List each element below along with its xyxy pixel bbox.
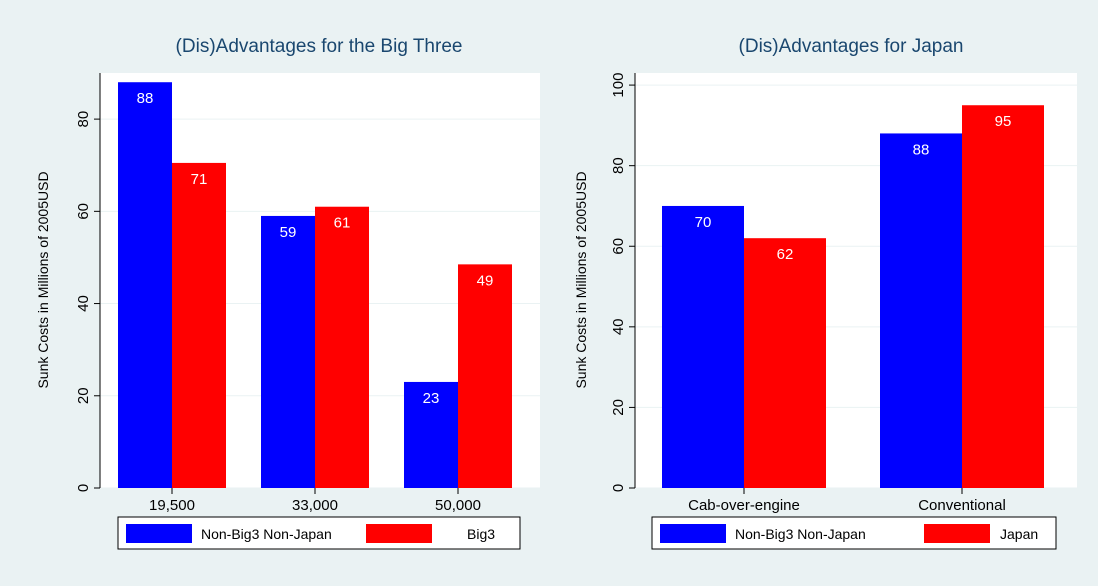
y-tick-label: 60 xyxy=(610,238,627,255)
data-label: 61 xyxy=(334,215,351,232)
y-tick-label: 0 xyxy=(75,484,92,492)
data-label: 71 xyxy=(191,171,208,188)
y-tick-label: 0 xyxy=(610,484,627,492)
x-tick-label: 19,500 xyxy=(149,497,195,514)
chart-left-y-axis-label: Sunk Costs in Millions of 2005USD xyxy=(35,171,51,388)
y-tick-label: 100 xyxy=(610,73,627,98)
bar-left-1-1 xyxy=(315,206,369,488)
legend-left-label-1: Big3 xyxy=(467,526,495,542)
bar-left-2-1 xyxy=(458,264,512,488)
chart-right-y-ticks: 0 20 40 60 80 100 xyxy=(610,73,635,492)
chart-right-legend: Non-Big3 Non-Japan Japan xyxy=(651,516,1057,550)
legend-right-swatch-0 xyxy=(660,524,726,543)
chart-left-y-ticks: 0 20 40 60 80 xyxy=(75,111,100,492)
bar-right-0-0 xyxy=(662,205,744,488)
chart-right-x-ticks: Cab-over-engine Conventional xyxy=(688,488,1006,514)
legend-left-swatch-0 xyxy=(126,524,192,543)
bar-left-2-0 xyxy=(404,381,458,488)
legend-right-label-1: Japan xyxy=(1000,526,1038,542)
y-tick-label: 60 xyxy=(75,203,92,220)
x-tick-label: 50,000 xyxy=(435,497,481,514)
chart-left-x-ticks: 19,500 33,000 50,000 xyxy=(149,488,481,514)
x-tick-label: Cab-over-engine xyxy=(688,497,800,514)
bar-left-1-0 xyxy=(261,215,315,488)
data-label: 62 xyxy=(777,246,794,263)
x-tick-label: 33,000 xyxy=(292,497,338,514)
chart-right-title: (Dis)Advantages for Japan xyxy=(739,36,964,57)
chart-right: (Dis)Advantages for Japan 0 20 40 60 80 100 7… xyxy=(573,36,1077,550)
y-tick-label: 80 xyxy=(610,157,627,174)
bar-left-0-1 xyxy=(172,162,226,488)
y-tick-label: 20 xyxy=(75,387,92,404)
bar-left-0-0 xyxy=(118,82,172,488)
legend-left-swatch-1 xyxy=(366,524,432,543)
bar-right-1-0 xyxy=(880,133,962,488)
data-label: 59 xyxy=(280,224,297,241)
y-tick-label: 80 xyxy=(75,111,92,128)
legend-left-label-0: Non-Big3 Non-Japan xyxy=(201,526,332,542)
chart-right-bars: 70 62 88 95 xyxy=(662,105,1044,489)
bar-right-0-1 xyxy=(744,238,826,488)
chart-left-title: (Dis)Advantages for the Big Three xyxy=(176,36,463,57)
data-label: 23 xyxy=(423,390,440,407)
data-label: 88 xyxy=(137,90,154,107)
data-label: 70 xyxy=(695,214,712,231)
chart-left-legend: Non-Big3 Non-Japan Big3 xyxy=(117,516,521,550)
chart-left-bars: 88 71 59 61 23 49 xyxy=(118,82,512,488)
y-tick-label: 20 xyxy=(610,399,627,416)
y-tick-label: 40 xyxy=(75,295,92,312)
bar-right-1-1 xyxy=(962,105,1044,489)
legend-right-label-0: Non-Big3 Non-Japan xyxy=(735,526,866,542)
data-label: 49 xyxy=(477,272,494,289)
chart-right-y-axis-label: Sunk Costs in Millions of 2005USD xyxy=(573,171,589,388)
y-tick-label: 40 xyxy=(610,318,627,335)
x-tick-label: Conventional xyxy=(918,497,1006,514)
data-label: 95 xyxy=(995,113,1012,130)
chart-left: (Dis)Advantages for the Big Three 0 20 40 6… xyxy=(35,36,540,550)
legend-right-swatch-1 xyxy=(924,524,990,543)
data-label: 88 xyxy=(913,141,930,158)
